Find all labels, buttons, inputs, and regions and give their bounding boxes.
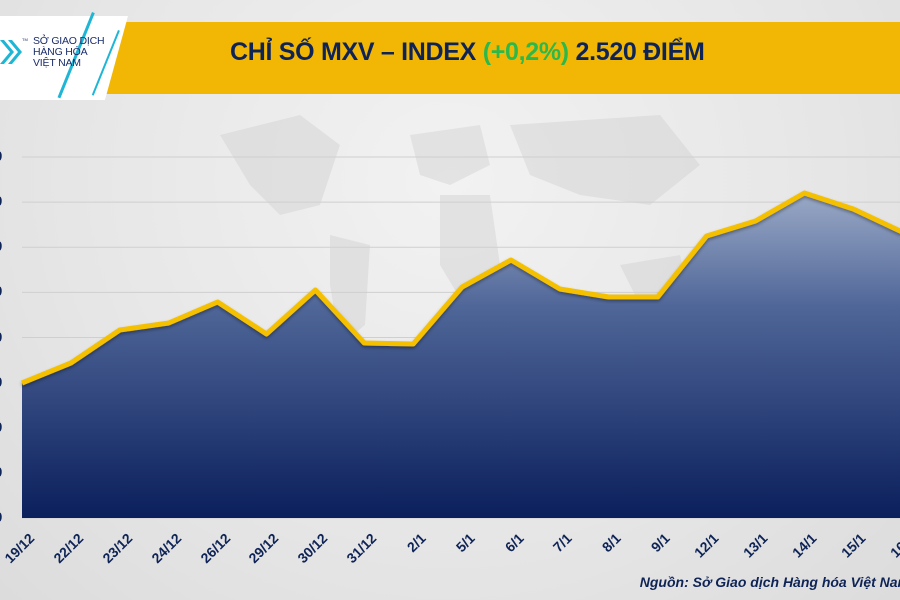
logo-line-3: VIỆT NAM: [33, 57, 81, 69]
y-tick-label: 0: [0, 193, 2, 210]
y-tick-label: 0: [0, 374, 2, 391]
y-tick-label: 0: [0, 329, 2, 346]
y-tick-label: 0: [0, 238, 2, 255]
y-tick-label: 0: [0, 509, 2, 526]
area-fill: [22, 193, 900, 518]
title-prefix: CHỈ SỐ MXV – INDEX: [230, 38, 483, 66]
chevron-arrows-logo-icon: [0, 40, 22, 64]
logo-text: SỞ GIAO DỊCH HÀNG HÓA VIỆT NAM: [33, 35, 105, 69]
y-tick-label: 0: [0, 464, 2, 481]
logo-line-1: SỞ GIAO DỊCH: [33, 35, 105, 47]
title-banner: [0, 22, 900, 94]
change-percent: (+0,2%): [482, 38, 569, 66]
y-tick-label: 0: [0, 148, 2, 165]
source-note: Nguồn: Sở Giao dịch Hàng hóa Việt Nam: [639, 574, 900, 590]
index-line: [21, 190, 900, 386]
page-title: CHỈ SỐ MXV – INDEX (+0,2%) 2.520 ĐIỂM: [230, 38, 705, 67]
trademark-mark: TM: [22, 37, 28, 42]
y-tick-label: 0: [0, 283, 2, 300]
logo-line-2: HÀNG HÓA: [33, 46, 88, 58]
world-map-watermark: [220, 115, 700, 345]
y-tick-label: 0: [0, 419, 2, 436]
title-value: 2.520 ĐIỂM: [568, 38, 705, 66]
